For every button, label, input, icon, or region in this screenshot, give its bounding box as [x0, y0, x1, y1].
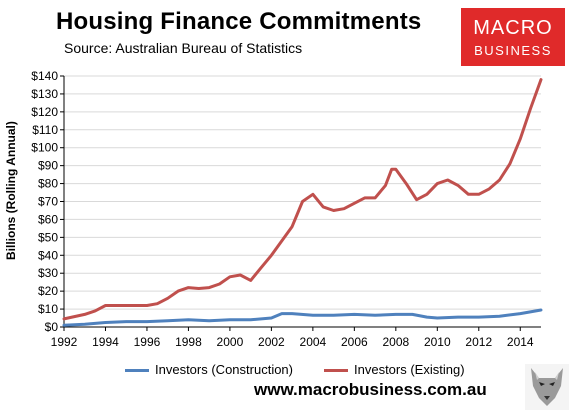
y-tick-label: $40	[38, 248, 58, 262]
y-tick-label: $50	[38, 230, 58, 244]
legend-label-construction: Investors (Construction)	[155, 362, 293, 377]
y-tick-label: $100	[31, 141, 58, 155]
x-tick-label: 2010	[424, 335, 451, 349]
legend-swatch-existing	[324, 369, 348, 372]
y-tick-label: $70	[38, 195, 58, 209]
y-tick-label: $20	[38, 284, 58, 298]
y-tick-label: $60	[38, 212, 58, 226]
y-tick-label: $0	[45, 320, 59, 334]
website-url: www.macrobusiness.com.au	[254, 380, 487, 399]
y-tick-label: $130	[31, 87, 58, 101]
x-tick-label: 2002	[258, 335, 285, 349]
x-tick-label: 2008	[382, 335, 409, 349]
logo-line-1: MACRO	[473, 17, 553, 39]
chart-series	[62, 78, 543, 327]
chart-title: Housing Finance Commitments	[56, 8, 422, 35]
y-tick-label: $90	[38, 159, 58, 173]
y-tick-label: $110	[32, 123, 58, 137]
y-tick-label: $140	[31, 69, 58, 83]
x-tick-label: 2014	[507, 335, 534, 349]
macrobusiness-logo: MACRO BUSINESS	[461, 8, 565, 66]
chart-axes: $0 $10 $20 $30 $40 $50 $60 $70 $80 $90 $100 $110 $12…	[31, 69, 541, 349]
x-tick-label: 1998	[175, 335, 202, 349]
x-tick-label: 2000	[217, 335, 244, 349]
x-tick-label: 2006	[341, 335, 368, 349]
x-tick-label: 1996	[134, 335, 161, 349]
x-tick-label: 1992	[51, 335, 78, 349]
y-tick-label: $120	[31, 105, 58, 119]
logo-line-2: BUSINESS	[474, 43, 552, 58]
series-line-construction	[62, 308, 543, 327]
x-tick-label: 1994	[92, 335, 119, 349]
chart-source: Source: Australian Bureau of Statistics	[64, 40, 303, 56]
y-tick-label: $10	[38, 302, 58, 316]
x-tick-label: 2004	[300, 335, 327, 349]
y-tick-label: $30	[38, 266, 58, 280]
x-tick-label: 2012	[465, 335, 492, 349]
legend-swatch-construction	[125, 369, 149, 372]
y-tick-label: $80	[38, 177, 58, 191]
series-line-existing	[62, 78, 543, 321]
wolf-mascot-icon	[525, 364, 569, 410]
legend-label-existing: Investors (Existing)	[354, 362, 465, 377]
